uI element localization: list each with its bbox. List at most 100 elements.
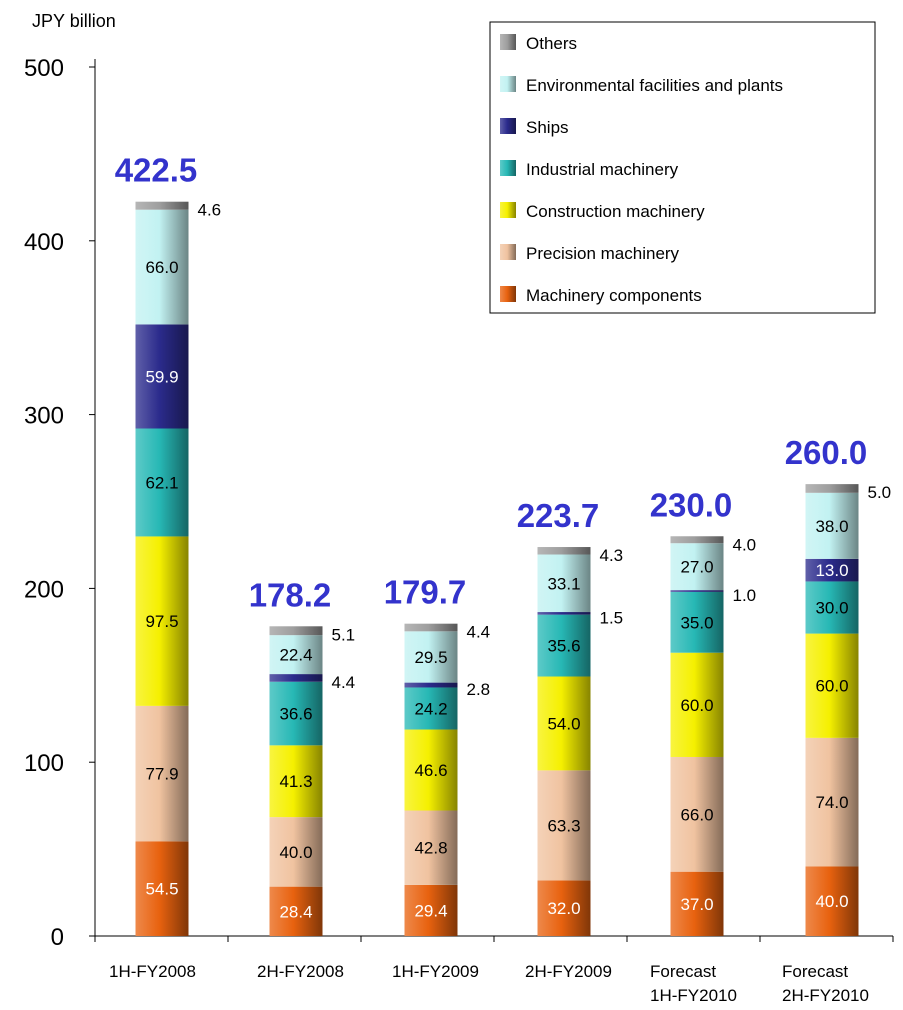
data-label: 54.0	[547, 714, 580, 733]
legend-entry: Precision machinery	[526, 244, 680, 263]
data-label: 29.4	[414, 901, 447, 920]
bar-segment	[805, 558, 859, 582]
bar-segment	[537, 770, 591, 881]
legend-entry: Industrial machinery	[526, 160, 679, 179]
data-label: 37.0	[680, 895, 713, 914]
bar-segment	[135, 705, 189, 842]
data-label: 36.6	[279, 705, 312, 724]
legend-entry: Ships	[526, 118, 569, 137]
y-tick-label: 300	[24, 403, 64, 430]
data-label: 41.3	[279, 772, 312, 791]
bar-segment	[269, 626, 323, 636]
legend-box	[489, 21, 876, 314]
total-label: 260.0	[785, 434, 868, 471]
total-label: 179.7	[384, 574, 467, 611]
legend-swatch	[500, 160, 516, 176]
data-label: 33.1	[547, 574, 580, 593]
data-label: 38.0	[815, 517, 848, 536]
x-tick-label: 2H-FY2008	[257, 962, 344, 981]
bar-segment	[135, 209, 189, 325]
bar-segment	[404, 729, 458, 811]
bar-segment	[404, 631, 458, 683]
bar-segment	[269, 886, 323, 936]
bar-segment	[269, 635, 323, 675]
bar-segment	[537, 880, 591, 936]
legend-entry: Machinery components	[526, 286, 702, 305]
y-tick-label: 100	[24, 750, 64, 777]
data-label: 40.0	[279, 843, 312, 862]
bar-segment	[537, 554, 591, 613]
bar-segment	[269, 681, 323, 746]
y-axis: 0 100 200 300 400 500	[24, 55, 96, 951]
legend: Others Environmental facilities and plant…	[489, 21, 876, 314]
data-label: 60.0	[680, 696, 713, 715]
data-label: 60.0	[815, 677, 848, 696]
data-label: 1.5	[600, 608, 624, 627]
data-label: 5.1	[332, 625, 356, 644]
y-tick-label: 400	[24, 229, 64, 256]
bar-segment	[670, 536, 724, 544]
data-label: 4.0	[733, 535, 757, 554]
data-label: 1.0	[733, 586, 757, 605]
bar-segment	[805, 492, 859, 559]
data-label: 4.3	[600, 546, 624, 565]
bar-segment	[537, 614, 591, 677]
bar-segment	[670, 590, 724, 592]
legend-swatch	[500, 34, 516, 50]
data-label: 28.4	[279, 902, 312, 921]
x-tick-label: 1H-FY2010	[650, 986, 737, 1005]
bar-segment	[135, 428, 189, 537]
bar-segment	[670, 591, 724, 653]
data-label: 77.9	[145, 765, 178, 784]
data-label: 40.0	[815, 892, 848, 911]
legend-swatch	[500, 118, 516, 134]
data-label: 2.8	[467, 680, 491, 699]
data-label: 42.8	[414, 839, 447, 858]
data-label: 35.0	[680, 613, 713, 632]
bar-segment	[537, 612, 591, 615]
bar-segment	[404, 682, 458, 688]
x-axis: 1H-FY2008 2H-FY2008 1H-FY2009 2H-FY2009 Fore…	[94, 935, 894, 1005]
data-label: 63.3	[547, 816, 580, 835]
data-label: 24.2	[414, 699, 447, 718]
bar-segment	[670, 871, 724, 936]
legend-swatch	[500, 244, 516, 260]
data-label: 27.0	[680, 558, 713, 577]
data-label: 29.5	[414, 648, 447, 667]
bar-segment	[269, 674, 323, 682]
bar-segment	[537, 676, 591, 771]
bar-segment	[269, 745, 323, 818]
data-label: 13.0	[815, 561, 848, 580]
bar-segment	[805, 737, 859, 867]
bar-segment	[670, 652, 724, 757]
bar-segment	[805, 866, 859, 936]
bar-segment	[135, 324, 189, 429]
legend-entry: Environmental facilities and plants	[526, 76, 783, 95]
legend-entry: Others	[526, 34, 577, 53]
data-label: 32.0	[547, 899, 580, 918]
bar-segment	[404, 623, 458, 632]
bar-segment	[269, 817, 323, 887]
y-tick-label: 200	[24, 576, 64, 603]
legend-swatch	[500, 202, 516, 218]
bar-segment	[537, 547, 591, 555]
data-label: 30.0	[815, 599, 848, 618]
bar-segment	[404, 810, 458, 885]
x-tick-label: 1H-FY2009	[392, 962, 479, 981]
data-label: 62.1	[145, 473, 178, 492]
bar-segment	[805, 484, 859, 493]
data-label: 4.6	[198, 201, 222, 220]
total-label: 422.5	[115, 152, 198, 189]
y-axis-unit-label: JPY billion	[32, 11, 116, 31]
bar-segment	[805, 633, 859, 738]
data-label: 4.4	[467, 623, 491, 642]
legend-swatch	[500, 76, 516, 92]
legend-swatch	[500, 286, 516, 302]
x-tick-label: 2H-FY2009	[525, 962, 612, 981]
data-label: 74.0	[815, 793, 848, 812]
data-label: 59.9	[145, 367, 178, 386]
y-tick-label: 0	[51, 924, 64, 951]
data-label: 46.6	[414, 761, 447, 780]
